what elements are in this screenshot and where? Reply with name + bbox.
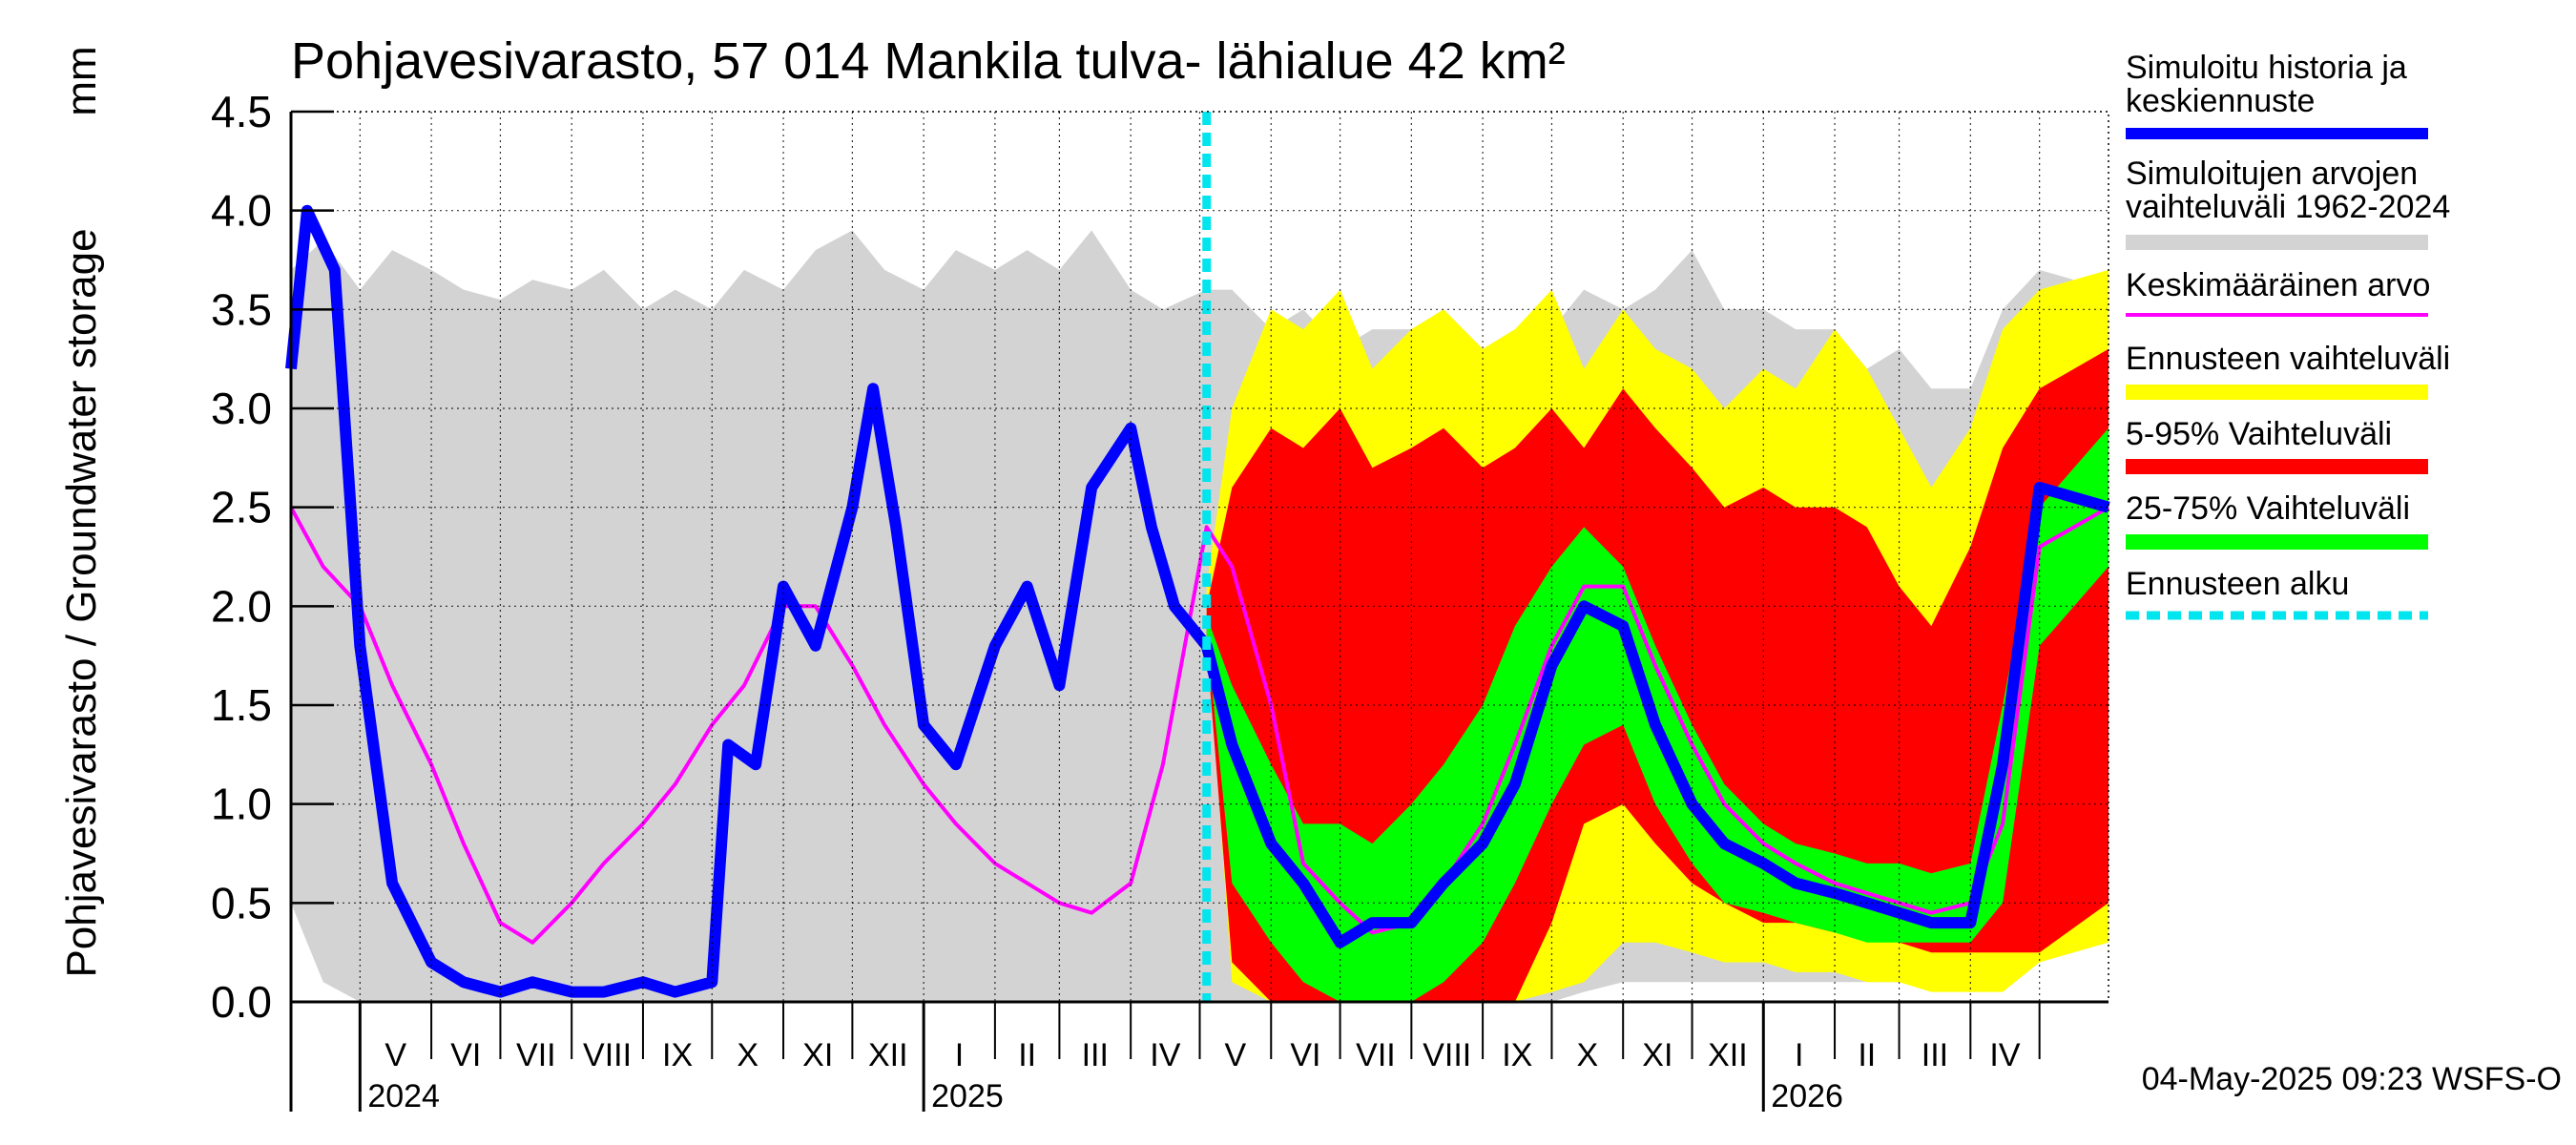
y-axis-label: Pohjavesivarasto / Groundwater storage	[58, 228, 105, 977]
legend-label: Keskimääräinen arvo	[2126, 267, 2430, 303]
y-tick-label: 4.0	[211, 186, 272, 236]
month-label: III	[1082, 1037, 1109, 1073]
y-tick-label: 2.5	[211, 483, 272, 532]
y-axis-unit: mm	[58, 46, 105, 115]
y-tick-label: 2.0	[211, 581, 272, 631]
month-label: VII	[516, 1037, 556, 1073]
legend-item-mean: Keskimääräinen arvo	[2126, 267, 2430, 317]
legend-label: keskiennuste	[2126, 83, 2315, 119]
month-label: XI	[1642, 1037, 1672, 1073]
month-label: X	[737, 1037, 758, 1073]
legend-item-p5-95: 5-95% Vaihteluväli	[2126, 416, 2428, 474]
month-label: XII	[868, 1037, 908, 1073]
year-label: 2025	[931, 1078, 1004, 1114]
year-label: 2024	[367, 1078, 440, 1114]
y-tick-label: 0.5	[211, 878, 272, 927]
legend-item-p25-75: 25-75% Vaihteluväli	[2126, 490, 2428, 550]
y-tick-label: 1.0	[211, 780, 272, 829]
month-label: I	[955, 1037, 964, 1073]
x-axis: V VI VII VIII IX X XI XII I II III IV V VI VII VIII IX X X…	[289, 1000, 2109, 1114]
legend: Simuloitu historia jakeskiennusteSimuloi…	[2126, 50, 2450, 620]
month-label: IV	[1989, 1037, 2020, 1073]
month-label: V	[1225, 1037, 1247, 1073]
month-label: X	[1576, 1037, 1598, 1073]
month-label: VIII	[583, 1037, 632, 1073]
month-label: II	[1018, 1037, 1036, 1073]
y-tick-label: 0.0	[211, 977, 272, 1027]
y-tick-label: 3.0	[211, 384, 272, 433]
y-axis: 0.0 0.5 1.0 1.5 2.0 2.5 3.0 3.5 4.0 4.5	[211, 87, 334, 1027]
legend-label: Simuloitu historia ja	[2126, 50, 2407, 86]
month-label: VI	[450, 1037, 481, 1073]
legend-label: 5-95% Vaihteluväli	[2126, 416, 2392, 452]
legend-item-forecast-start: Ennusteen alku	[2126, 566, 2428, 620]
month-label: VII	[1356, 1037, 1396, 1073]
y-tick-label: 4.5	[211, 87, 272, 136]
month-label: XII	[1708, 1037, 1748, 1073]
legend-label: Simuloitujen arvojen	[2126, 156, 2418, 192]
month-label: II	[1858, 1037, 1876, 1073]
series-history-line	[285, 204, 2110, 998]
legend-label: Ennusteen vaihteluväli	[2126, 341, 2450, 377]
month-label: IX	[1502, 1037, 1532, 1073]
footer-timestamp: 04-May-2025 09:23 WSFS-O	[2142, 1061, 2562, 1097]
plot-area	[285, 112, 2110, 1002]
month-label: V	[384, 1037, 406, 1073]
month-label: I	[1795, 1037, 1803, 1073]
series-mean-line	[289, 505, 2109, 945]
month-label: III	[1922, 1037, 1948, 1073]
legend-label: 25-75% Vaihteluväli	[2126, 490, 2410, 527]
legend-item-forecast-range: Ennusteen vaihteluväli	[2126, 341, 2450, 400]
legend-label: Ennusteen alku	[2126, 566, 2349, 602]
y-tick-label: 1.5	[211, 680, 272, 730]
month-label: VIII	[1423, 1037, 1471, 1073]
month-label: XI	[802, 1037, 833, 1073]
month-label: IX	[662, 1037, 693, 1073]
y-tick-label: 3.5	[211, 284, 272, 334]
month-label: IV	[1150, 1037, 1180, 1073]
chart-title: Pohjavesivarasto, 57 014 Mankila tulva- …	[291, 32, 1566, 90]
month-label: VI	[1290, 1037, 1320, 1073]
legend-label: vaihteluväli 1962-2024	[2126, 189, 2450, 225]
year-label: 2026	[1771, 1078, 1843, 1114]
